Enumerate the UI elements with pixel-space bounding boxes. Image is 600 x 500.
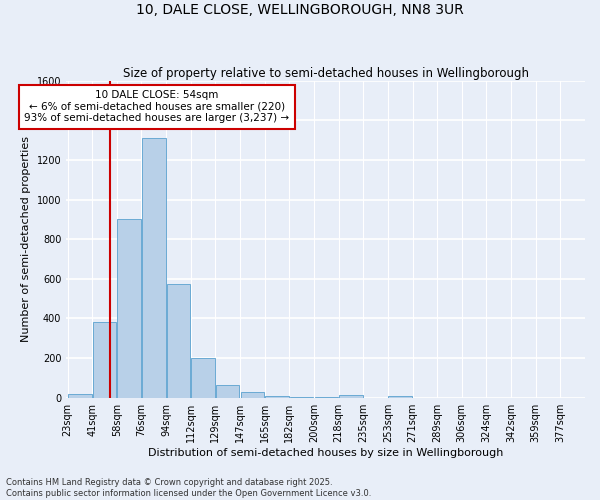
Text: Contains HM Land Registry data © Crown copyright and database right 2025.
Contai: Contains HM Land Registry data © Crown c… (6, 478, 371, 498)
Bar (216, 385, 239, 398)
Bar (167, 284, 190, 398)
Bar (191, 358, 215, 398)
Text: 10, DALE CLOSE, WELLINGBOROUGH, NN8 3UR: 10, DALE CLOSE, WELLINGBOROUGH, NN8 3UR (136, 2, 464, 16)
Text: 10 DALE CLOSE: 54sqm
← 6% of semi-detached houses are smaller (220)
93% of semi-: 10 DALE CLOSE: 54sqm ← 6% of semi-detach… (25, 90, 290, 124)
Bar (68, 394, 92, 398)
Bar (241, 392, 264, 398)
Y-axis label: Number of semi-detached properties: Number of semi-detached properties (21, 136, 31, 342)
Bar (265, 396, 289, 398)
Title: Size of property relative to semi-detached houses in Wellingborough: Size of property relative to semi-detach… (122, 66, 529, 80)
Bar (339, 396, 362, 398)
Bar (314, 396, 338, 398)
X-axis label: Distribution of semi-detached houses by size in Wellingborough: Distribution of semi-detached houses by … (148, 448, 503, 458)
Bar (290, 396, 313, 398)
Bar (118, 220, 141, 398)
Bar (388, 396, 412, 398)
Bar (93, 322, 116, 398)
Bar (142, 138, 166, 398)
